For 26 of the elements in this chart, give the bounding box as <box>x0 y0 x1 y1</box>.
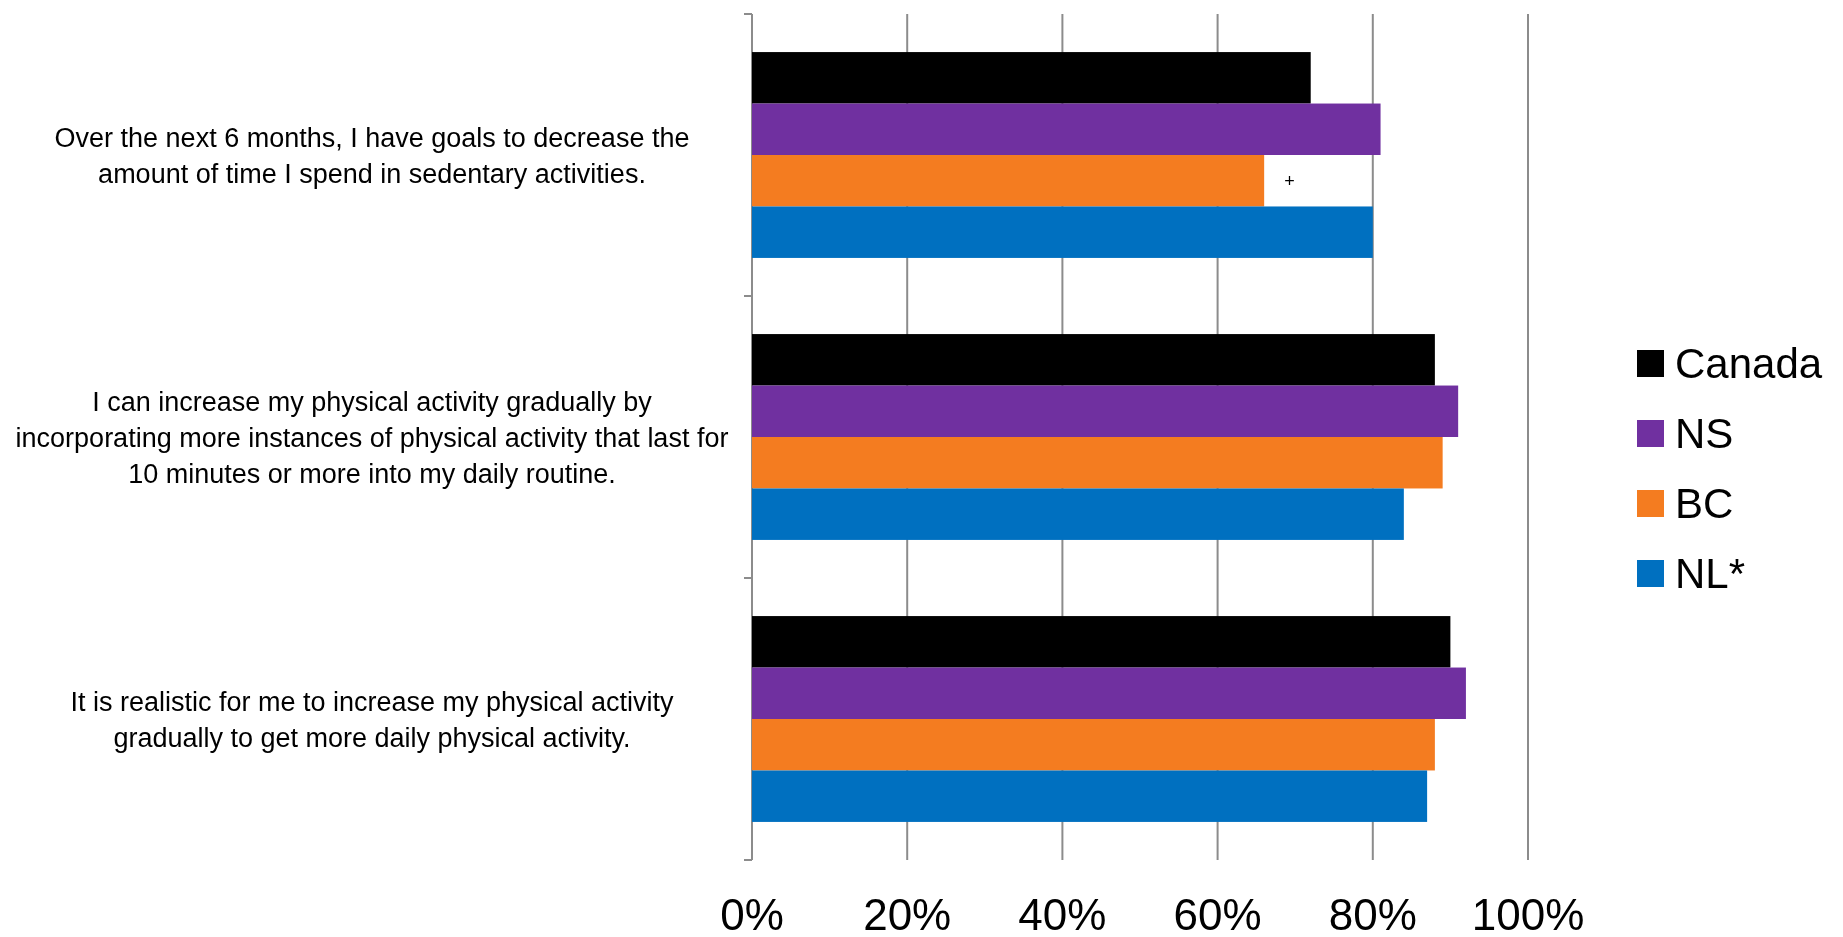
x-tick-label: 20% <box>863 890 952 937</box>
x-tick-label: 60% <box>1173 890 1262 937</box>
bar <box>752 103 1381 155</box>
bar <box>752 385 1459 437</box>
y-tick-label: It is realistic for me to increase my physical activity gradually to get more daily physical activity. <box>70 687 675 753</box>
x-tick-label: 40% <box>1018 890 1107 937</box>
x-tick-label: 80% <box>1328 890 1417 937</box>
bar <box>752 334 1435 386</box>
legend-label: NS <box>1675 410 1734 457</box>
annotation: + <box>1284 170 1295 191</box>
bar <box>752 437 1443 489</box>
bar <box>752 52 1311 104</box>
x-tick-label: 100% <box>1471 890 1585 937</box>
bar <box>752 719 1435 771</box>
bar <box>752 488 1404 540</box>
legend-label: Canada <box>1675 340 1823 387</box>
bar <box>752 667 1466 719</box>
x-tick-label: 0% <box>720 890 784 937</box>
legend-label: NL* <box>1675 550 1746 597</box>
y-tick-label: Over the next 6 months, I have goals to decrease the amount of time I spend in sedentary activities. <box>54 123 690 189</box>
bar <box>752 770 1428 822</box>
bar <box>752 155 1265 207</box>
bar <box>752 206 1373 258</box>
bar <box>752 616 1451 668</box>
legend-label: BC <box>1675 480 1734 527</box>
y-tick-label: I can increase my physical activity gradually by incorporating more instances of physical activity that last for 10 minutes or more into my daily routine. <box>15 387 729 489</box>
